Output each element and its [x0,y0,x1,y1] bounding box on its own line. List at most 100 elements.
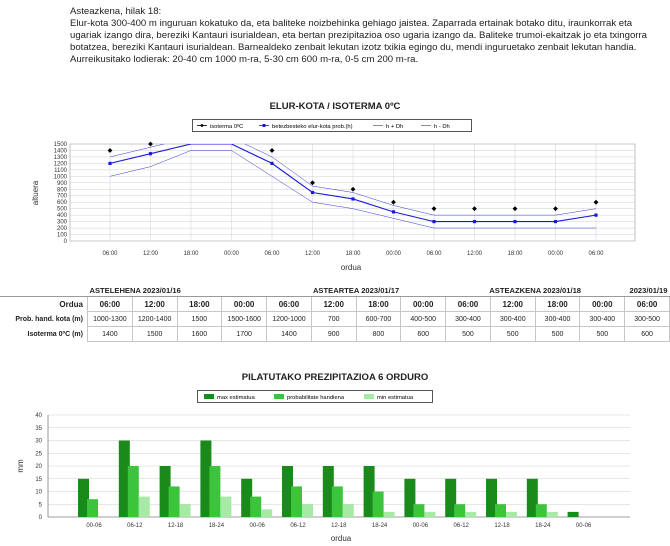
x-tick-label: 06:00 [588,251,604,257]
x-tick-label: 06-12 [290,523,306,529]
y-tick-label: 700 [57,194,68,200]
x-tick-label: 06:00 [264,251,280,257]
bar-prob [454,504,466,517]
bar-max [322,466,334,517]
x-tick-label: 00:00 [224,251,240,257]
isotherm-point [472,206,477,212]
y-tick-label: 1300 [54,155,68,161]
x-tick-label: 00-06 [86,523,102,529]
bar-prob [535,504,547,517]
snow-level-point [270,161,274,165]
x-tick-label: 18-24 [372,523,388,529]
x-tick-label: 18:00 [183,251,199,257]
isotherm-point [107,148,113,153]
legend-max: max estimatua [217,395,255,401]
isotherm-point [512,206,518,212]
table-cell: 1700 [221,326,268,342]
bar-min [342,504,354,517]
legend-snow: betezbesteko elur-kota prob.(h) [272,124,353,130]
precip-bars [78,440,579,517]
y-tick-label: 1000 [54,174,68,180]
legend-prob: probabilitate handiena [287,395,345,401]
bar-max [78,478,89,517]
y-tick-label: 10 [35,490,42,496]
legend-hminus: h - Dh [434,124,450,130]
bar-max [118,440,130,517]
bar-min [179,504,191,517]
bar-min [138,496,150,517]
y-tick-label: 30 [35,439,42,445]
bar-max [404,478,416,517]
bar-min [424,511,436,517]
row-label: Prob. hand. kota (m) [15,315,83,323]
precip-chart-title: PILATUTAKO PREZIPITAZIOA 6 ORDURO [241,372,429,383]
bar-prob [168,486,180,517]
snow-chart-legend: isoterma 0ºC betezbesteko elur-kota prob… [192,119,472,132]
bar-min [506,511,517,517]
bar-min [220,496,232,517]
bar-max [282,466,293,517]
x-tick-label: 12:00 [143,251,159,257]
bar-prob [495,504,506,517]
x-tick-label: 06:00 [102,251,118,257]
y-tick-label: 200 [57,226,68,232]
y-tick-label: 800 [57,187,68,193]
isotherm-point [269,148,275,153]
x-tick-label: 00-06 [250,523,266,529]
precip-chart-legend: max estimatua probabilitate handiena min… [197,390,433,403]
snow-level-point [553,220,558,224]
snow-chart-title: ELUR-KOTA / ISOTERMA 0ºC [269,101,401,112]
isotherm-point [350,186,356,192]
y-tick-label: 35 [35,426,42,432]
bar-max [486,478,497,517]
bar-min [261,509,273,517]
legend-hplus: h + Dh [386,124,403,130]
x-tick-label: 18-24 [209,523,225,529]
snow-y-ticks: 0100200300400500600700800900100011001200… [54,142,68,245]
snow-level-point [108,161,112,165]
y-tick-label: 15 [35,477,42,483]
x-tick-label: 12-18 [168,523,184,529]
series-h-minus-dh [109,150,596,229]
snow-level-point [391,210,396,214]
x-tick-label: 18-24 [535,523,551,529]
x-tick-label: 06-12 [454,523,470,529]
snow-x-ticks: 06:00 12:00 18:00 00:00 06:00 12:00 18:00 00:00… [102,251,604,257]
forecast-title: Asteazkena, hilak 18: [70,6,162,17]
isotherm-point [391,199,396,205]
y-tick-label: 900 [57,181,68,187]
x-tick-label: 12-18 [331,523,347,529]
x-tick-label: 12-18 [494,523,510,529]
bar-prob [209,466,221,517]
bar-max [363,466,375,517]
legend-min: min estimatua [377,395,414,401]
y-tick-label: 0 [64,239,68,245]
forecast-thickness: Aurreikusitako lodierak: 20-40 cm 1000 m… [70,54,419,65]
bar-max [159,466,171,517]
snow-x-label: ordua [341,263,362,272]
bar-max [200,440,212,517]
y-tick-label: 1500 [54,142,68,148]
bar-min [383,511,395,517]
snow-level-point [310,190,315,195]
isotherm-point [310,180,315,186]
bar-prob [331,486,343,517]
isotherm-point [431,206,437,212]
bar-prob [291,486,302,517]
bar-min [546,511,558,517]
x-tick-label: 00-06 [576,523,592,529]
table-cell: 1400 [86,326,133,342]
x-tick-label: 18:00 [507,251,523,257]
table-cell: 600 [400,326,447,342]
precip-y-ticks: 0 5 10 15 20 25 30 35 40 [35,413,42,521]
snow-level-point [351,197,355,201]
precip-x-label: ordua [331,534,352,543]
table-cell: 500 [445,326,491,342]
y-tick-label: 300 [57,220,68,226]
x-tick-label: 12:00 [305,251,321,257]
bar-prob [413,504,425,517]
x-tick-label: 12:00 [467,251,483,257]
snow-level-point [148,152,153,156]
table-cell: 1400 [266,326,312,342]
